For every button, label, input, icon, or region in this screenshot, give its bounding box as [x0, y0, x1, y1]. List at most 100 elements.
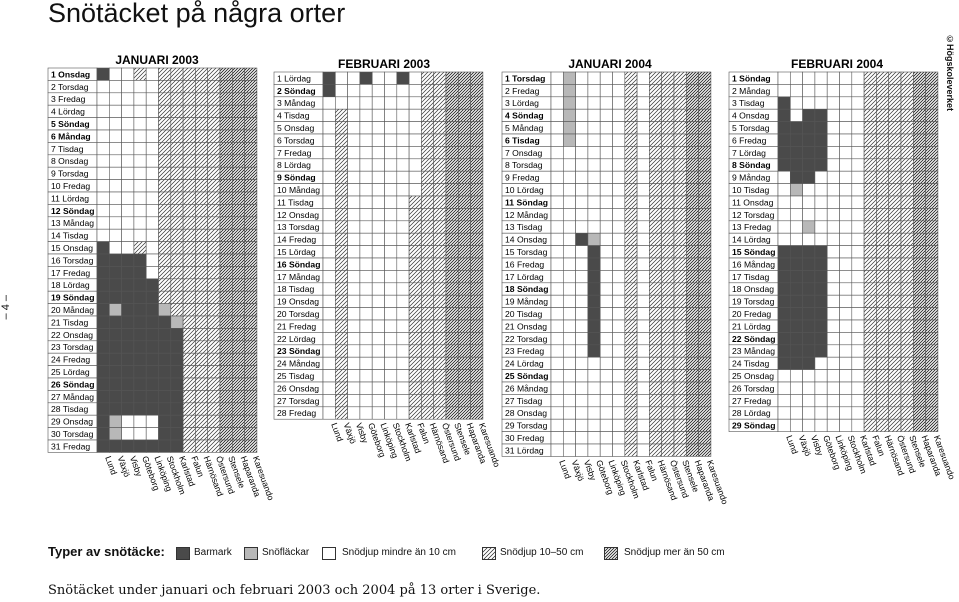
snow-cell [408, 96, 422, 110]
snow-cell [698, 282, 712, 296]
snow-cell [912, 344, 926, 358]
snow-cell [195, 390, 208, 404]
snow-cell [457, 146, 471, 160]
snow-cell [207, 377, 221, 391]
snow-cell [334, 195, 348, 209]
snow-cell [673, 406, 687, 420]
snow-cell [888, 170, 902, 184]
day-label: 21 Onsdag [505, 321, 547, 331]
snow-cell [322, 270, 336, 284]
snow-cell [195, 117, 208, 131]
snow-cell [802, 381, 816, 395]
snow-cell [550, 170, 564, 184]
snow-cell [334, 220, 348, 234]
snow-cell [912, 282, 926, 296]
snow-cell [673, 332, 687, 346]
snow-cell [371, 282, 385, 296]
snow-cell [685, 146, 699, 160]
snow-cell [396, 332, 410, 346]
snow-cell [433, 71, 447, 85]
snow-cell [698, 84, 712, 98]
snow-cell [624, 208, 638, 222]
snow-cell [839, 344, 853, 358]
snow-cell [612, 319, 626, 333]
snow-cell [925, 344, 939, 358]
snow-cell [244, 179, 258, 193]
snow-cell [109, 377, 122, 391]
snow-cell [612, 245, 626, 259]
snow-cell [133, 402, 147, 416]
snow-cell [685, 307, 699, 321]
snow-cell [182, 290, 196, 304]
snow-cell [612, 443, 626, 457]
snow-cell [661, 369, 675, 383]
snow-cell [661, 406, 675, 420]
snow-cell [876, 208, 890, 222]
snow-cell [396, 158, 410, 172]
snow-cell [587, 84, 601, 98]
snow-cell [900, 294, 914, 308]
snow-cell [457, 245, 471, 259]
snow-cell [912, 108, 926, 122]
snow-cell [371, 232, 385, 246]
snow-cell [777, 195, 791, 209]
snow-cell [145, 340, 159, 354]
snow-cell [802, 133, 816, 147]
snow-cell [408, 406, 422, 420]
snow-cell [661, 195, 675, 209]
snow-cell [587, 294, 601, 308]
snow-cell [232, 390, 245, 404]
snow-cell [851, 418, 865, 432]
snow-cell [925, 96, 939, 110]
snow-cell [322, 294, 336, 308]
snow-cell [900, 84, 914, 98]
snow-cell [925, 282, 939, 296]
snow-cell [698, 369, 712, 383]
snow-cell [863, 381, 877, 395]
snow-cell [371, 344, 385, 358]
snow-cell [562, 96, 576, 110]
snow-cell [839, 406, 853, 420]
snow-cell [244, 253, 258, 267]
snow-cell [158, 253, 172, 267]
snow-cell [121, 154, 135, 168]
snow-cell [888, 282, 902, 296]
snow-cell [863, 307, 877, 321]
snow-cell [661, 71, 675, 85]
snow-cell [562, 319, 576, 333]
snow-cell [673, 158, 687, 172]
snow-cell [384, 319, 398, 333]
snow-cell [182, 117, 196, 131]
snow-cell [109, 365, 122, 379]
snow-cell [445, 381, 459, 395]
snow-cell [802, 170, 816, 184]
snow-cell [109, 266, 122, 280]
snow-cell [145, 142, 159, 156]
snow-cell [636, 332, 650, 346]
snow-cell [587, 121, 601, 135]
snow-cell [587, 344, 601, 358]
day-label: 11 Tisdag [277, 197, 314, 207]
snow-cell [207, 92, 221, 106]
snow-cell [802, 71, 816, 85]
snow-cell [457, 195, 471, 209]
snow-cell [384, 294, 398, 308]
snow-cell [876, 195, 890, 209]
snow-cell [322, 381, 336, 395]
snow-cell [371, 170, 385, 184]
snow-cell [170, 129, 184, 143]
snow-cell [207, 142, 221, 156]
day-label: 4 Söndag [505, 111, 544, 121]
snow-cell [433, 158, 447, 172]
snow-cell [158, 117, 172, 131]
snow-cell [814, 406, 828, 420]
snow-cell [789, 332, 803, 346]
snow-cell [925, 146, 939, 160]
day-label: 8 Söndag [732, 160, 771, 170]
snow-cell [789, 96, 803, 110]
snow-cell [925, 232, 939, 246]
snow-cell [207, 80, 221, 94]
snow-cell [195, 427, 208, 441]
snow-cell [359, 71, 373, 85]
snow-cell [133, 67, 147, 81]
